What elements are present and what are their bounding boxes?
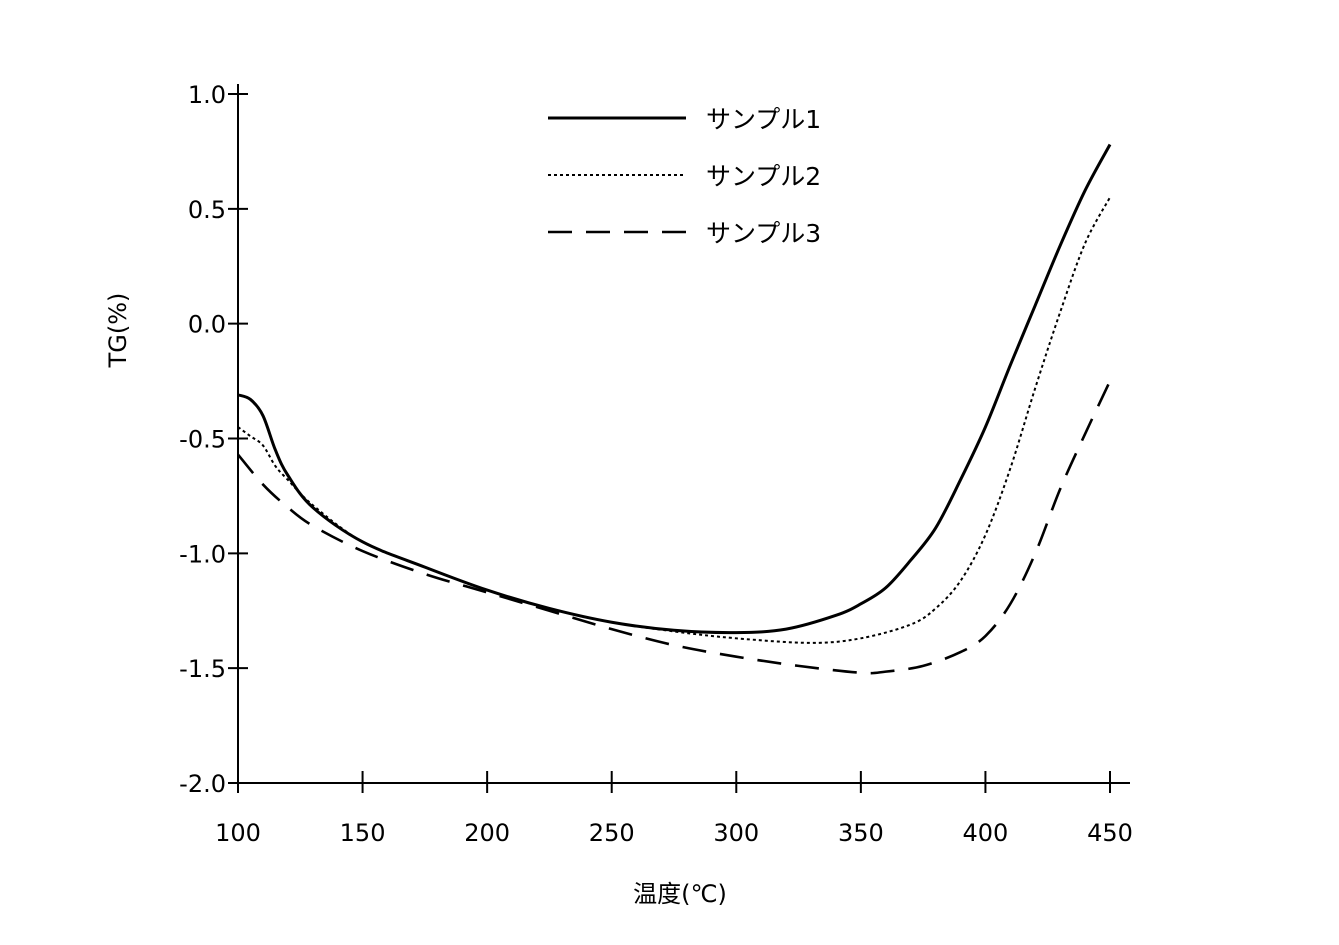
y-tick-label: -2.0 [179, 770, 226, 798]
y-tick-label: -0.5 [179, 426, 226, 454]
axes: 1.0 0.5 0.0 -0.5 -1.0 -1.5 -2.0 100 150 200 250 300… [179, 81, 1133, 847]
legend: サンプル1 サンプル2 サンプル3 [548, 105, 821, 248]
x-tick-label: 150 [340, 819, 386, 847]
series-line-2 [238, 197, 1110, 643]
y-tick-label: 1.0 [188, 81, 226, 109]
x-tick-label: 350 [838, 819, 884, 847]
y-tick-label: 0.0 [188, 311, 226, 339]
x-tick-label: 450 [1087, 819, 1133, 847]
x-tick-label: 300 [713, 819, 759, 847]
x-tick-label: 200 [464, 819, 510, 847]
y-tick-label: -1.0 [179, 540, 226, 568]
legend-label-1: サンプル1 [706, 105, 821, 134]
x-tick-label: 400 [963, 819, 1009, 847]
legend-label-2: サンプル2 [706, 162, 821, 191]
y-tick-label: -1.5 [179, 655, 226, 683]
y-tick-label: 0.5 [188, 196, 226, 224]
x-tick-label: 250 [589, 819, 635, 847]
legend-label-3: サンプル3 [706, 219, 821, 248]
x-tick-label: 100 [215, 819, 261, 847]
y-axis-label: TG(%) [104, 293, 132, 369]
series-line-1 [238, 145, 1110, 633]
x-axis-label: 温度(℃) [633, 880, 727, 908]
series-group [238, 145, 1110, 674]
